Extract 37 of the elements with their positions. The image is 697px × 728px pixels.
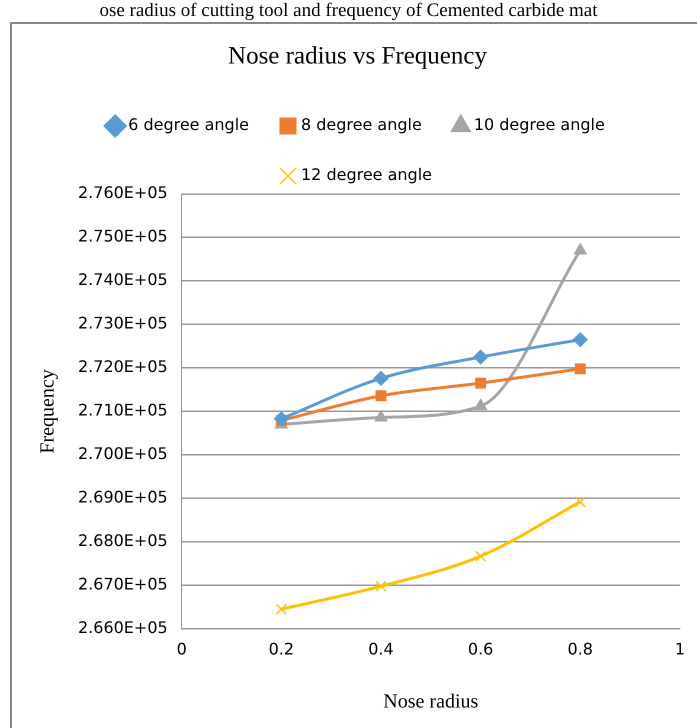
y-tick-label: 2.760E+05: [78, 183, 168, 202]
point: [574, 496, 586, 508]
point: [474, 550, 486, 562]
point: [574, 363, 586, 374]
x-tick-label: 0.2: [268, 640, 294, 659]
y-tick-label: 2.680E+05: [78, 530, 168, 550]
x-tick-label: 1: [674, 640, 686, 659]
point: [473, 350, 488, 365]
point: [475, 378, 486, 389]
y-tick-label: 2.660E+05: [78, 618, 168, 637]
y-tick-label: 2.710E+05: [78, 400, 168, 420]
x-tick-label: 0.4: [368, 640, 394, 659]
x-tick-label: 0.6: [468, 640, 494, 659]
x-tick-label: 0: [176, 640, 187, 659]
legend-label: 10 degree angle: [474, 115, 605, 134]
y-tick-label: 2.750E+05: [78, 226, 168, 246]
point: [276, 604, 288, 615]
y-tick-label: 2.700E+05: [78, 444, 168, 464]
legend-label: 12 degree angle: [301, 165, 432, 184]
text: ose radius of cutting tool and frequency of Cemented carbide mat: [98, 0, 599, 22]
y-axis-title: Frequency: [36, 369, 58, 454]
x-tick-label: 0.8: [568, 640, 593, 659]
y-tick-label: 2.740E+05: [78, 270, 168, 290]
legend-label: 8 degree angle: [301, 115, 422, 134]
point: [376, 390, 386, 402]
point: [574, 243, 587, 255]
y-tick-label: 2.720E+05: [78, 357, 168, 376]
point: [375, 580, 387, 592]
point: [572, 332, 588, 348]
point: [274, 411, 289, 426]
legend-label: 6 degree angle: [128, 115, 250, 134]
chart-title: Nose radius vs Frequency: [228, 42, 488, 70]
x-axis-title: Nose radius: [383, 690, 478, 712]
y-tick-label: 2.670E+05: [78, 574, 168, 594]
y-tick-label: 2.730E+05: [78, 314, 168, 333]
point: [373, 370, 388, 386]
y-tick-label: 2.690E+05: [78, 488, 168, 507]
